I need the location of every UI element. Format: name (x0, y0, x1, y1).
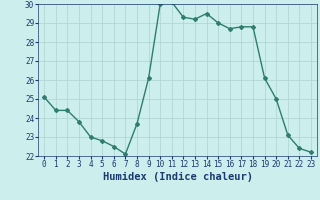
X-axis label: Humidex (Indice chaleur): Humidex (Indice chaleur) (103, 172, 252, 182)
